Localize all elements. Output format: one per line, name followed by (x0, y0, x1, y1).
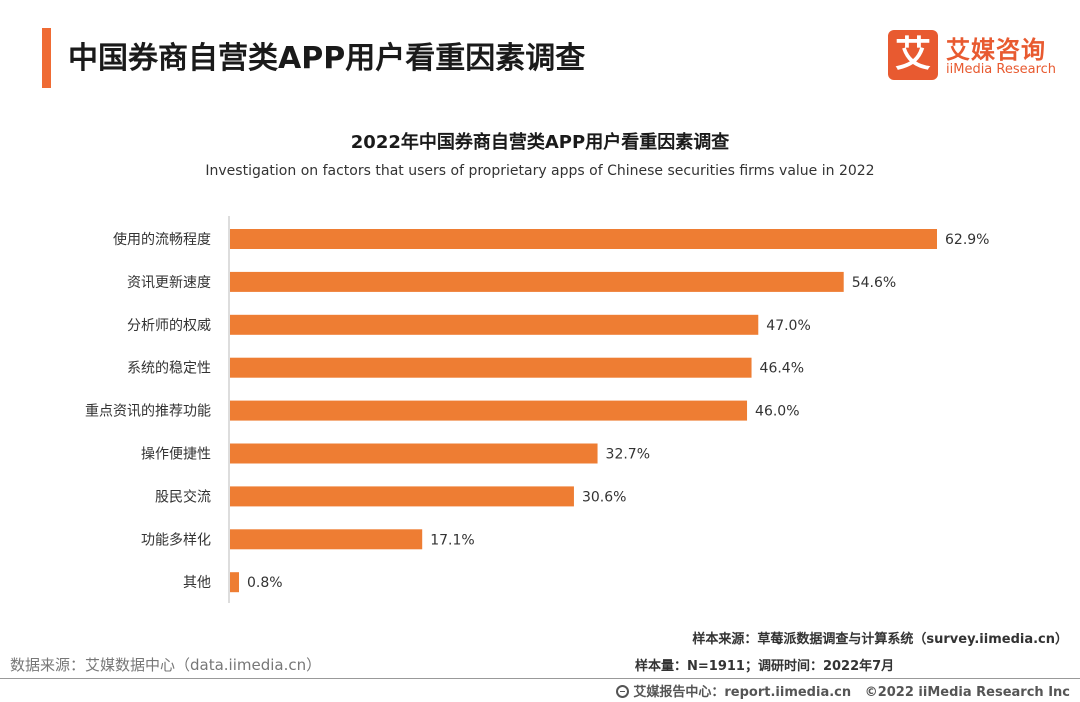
category-label: 操作便捷性 (141, 447, 211, 463)
sample-info: 样本量：N=1911；调研时间：2022年7月 (635, 659, 895, 674)
value-label: 46.0% (755, 404, 799, 420)
category-label: 使用的流畅程度 (113, 231, 211, 248)
sample-source: 样本来源：草莓派数据调查与计算系统（survey.iimedia.cn） (692, 632, 1068, 647)
bar (230, 486, 574, 507)
value-label: 17.1% (430, 532, 474, 548)
category-label: 系统的稳定性 (127, 361, 211, 377)
bar (230, 529, 423, 550)
data-source: 数据来源：艾媒数据中心（data.iimedia.cn） (10, 656, 322, 674)
value-label: 0.8% (247, 575, 283, 591)
page-title: 中国券商自营类APP用户看重因素调查 (68, 41, 586, 76)
copyright: ©2022 iiMedia Research Inc (864, 685, 1070, 700)
value-label: 47.0% (766, 318, 810, 334)
globe-icon (616, 685, 630, 698)
bar (230, 229, 937, 249)
value-label: 54.6% (852, 275, 896, 291)
bar (230, 443, 598, 464)
category-label: 重点资讯的推荐功能 (85, 404, 211, 420)
bar (230, 400, 748, 421)
bar (230, 271, 844, 292)
value-label: 46.4% (760, 361, 804, 377)
logo-cn-text: 艾媒咨询 (946, 36, 1046, 64)
bar (230, 357, 752, 378)
category-label: 其他 (183, 575, 211, 591)
bar (230, 572, 239, 593)
category-label: 功能多样化 (141, 531, 211, 548)
category-label: 资讯更新速度 (127, 275, 211, 291)
value-label: 30.6% (582, 489, 626, 505)
value-label: 62.9% (945, 232, 989, 248)
title-accent-bar (42, 28, 51, 88)
iimedia-logo: 艾 艾媒咨询 iiMedia Research (888, 30, 1068, 82)
chart-title: 2022年中国券商自营类APP用户看重因素调查 (350, 132, 730, 153)
report-center: 艾媒报告中心：report.iimedia.cn (633, 685, 852, 700)
category-label: 分析师的权威 (127, 318, 211, 334)
chart-subtitle: Investigation on factors that users of p… (205, 163, 875, 179)
footer-bottom-line: 艾媒报告中心：report.iimedia.cn ©2022 iiMedia R… (616, 681, 1070, 700)
footer-divider (0, 678, 1080, 679)
bar (230, 314, 759, 335)
value-label: 32.7% (606, 447, 650, 463)
logo-en-text: iiMedia Research (946, 62, 1057, 77)
category-label: 股民交流 (155, 488, 211, 505)
logo-mark: 艾 (888, 30, 938, 80)
